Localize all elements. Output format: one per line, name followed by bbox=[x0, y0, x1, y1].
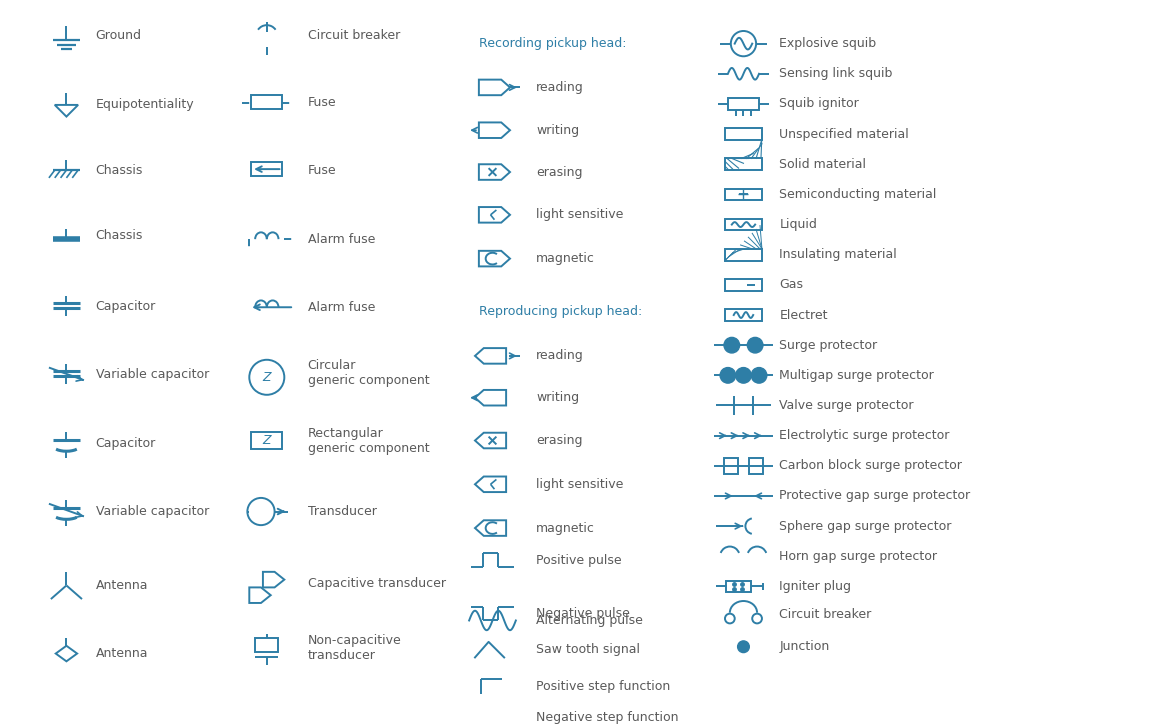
Text: Rectangular
generic component: Rectangular generic component bbox=[308, 428, 429, 455]
Text: Squib ignitor: Squib ignitor bbox=[779, 97, 859, 110]
Text: Alarm fuse: Alarm fuse bbox=[308, 233, 374, 246]
Text: erasing: erasing bbox=[536, 165, 583, 178]
Text: Saw tooth signal: Saw tooth signal bbox=[536, 643, 641, 656]
Text: Fuse: Fuse bbox=[308, 96, 336, 109]
Text: Non-capacitive
transducer: Non-capacitive transducer bbox=[308, 634, 401, 662]
Text: Multigap surge protector: Multigap surge protector bbox=[779, 369, 934, 382]
Text: reading: reading bbox=[536, 349, 584, 362]
Text: Chassis: Chassis bbox=[95, 164, 143, 177]
Text: writing: writing bbox=[536, 392, 579, 405]
Text: Circuit breaker: Circuit breaker bbox=[779, 608, 872, 621]
Text: Positive step function: Positive step function bbox=[536, 680, 671, 693]
Bar bbox=[725, 188, 762, 200]
Text: Circular
generic component: Circular generic component bbox=[308, 360, 429, 387]
Text: Capacitor: Capacitor bbox=[95, 437, 156, 450]
Text: Igniter plug: Igniter plug bbox=[779, 580, 851, 593]
Text: Equipotentiality: Equipotentiality bbox=[95, 99, 194, 112]
Circle shape bbox=[736, 368, 751, 383]
Text: Z: Z bbox=[263, 434, 271, 447]
Text: Recording pickup head:: Recording pickup head: bbox=[479, 37, 627, 50]
Text: Positive pulse: Positive pulse bbox=[536, 554, 622, 567]
Text: Antenna: Antenna bbox=[95, 647, 148, 660]
Bar bbox=[725, 249, 762, 260]
Text: Capacitor: Capacitor bbox=[95, 299, 156, 312]
Bar bbox=[251, 95, 283, 109]
Text: Alarm fuse: Alarm fuse bbox=[308, 301, 374, 314]
Bar bbox=[728, 98, 759, 109]
Text: Sensing link squib: Sensing link squib bbox=[779, 67, 893, 80]
Bar bbox=[725, 128, 762, 140]
Text: Liquid: Liquid bbox=[779, 218, 818, 231]
Bar bbox=[255, 638, 278, 652]
Bar bbox=[725, 159, 762, 170]
Text: Gas: Gas bbox=[779, 278, 804, 291]
Text: Insulating material: Insulating material bbox=[779, 248, 897, 261]
Text: Valve surge protector: Valve surge protector bbox=[779, 399, 914, 412]
Text: Carbon block surge protector: Carbon block surge protector bbox=[779, 460, 962, 472]
Bar bbox=[749, 458, 763, 473]
Text: Unspecified material: Unspecified material bbox=[779, 128, 909, 141]
Text: reading: reading bbox=[536, 81, 584, 94]
Text: Fuse: Fuse bbox=[308, 164, 336, 177]
Text: Chassis: Chassis bbox=[95, 229, 143, 241]
Circle shape bbox=[751, 368, 766, 383]
Text: Antenna: Antenna bbox=[95, 579, 148, 592]
Circle shape bbox=[720, 368, 736, 383]
Text: Electret: Electret bbox=[779, 309, 828, 321]
Text: Negative step function: Negative step function bbox=[536, 711, 679, 724]
Text: writing: writing bbox=[536, 124, 579, 137]
Text: Surge protector: Surge protector bbox=[779, 339, 878, 352]
Text: Z: Z bbox=[263, 370, 271, 384]
Circle shape bbox=[737, 641, 749, 652]
Bar bbox=[725, 458, 737, 473]
Text: erasing: erasing bbox=[536, 434, 583, 447]
Text: Horn gap surge protector: Horn gap surge protector bbox=[779, 550, 937, 563]
Text: Variable capacitor: Variable capacitor bbox=[95, 505, 209, 518]
Text: Negative pulse: Negative pulse bbox=[536, 607, 630, 620]
Bar bbox=[725, 219, 762, 231]
Text: magnetic: magnetic bbox=[536, 252, 595, 265]
Text: Sphere gap surge protector: Sphere gap surge protector bbox=[779, 520, 951, 533]
Text: Semiconducting material: Semiconducting material bbox=[779, 188, 937, 201]
Text: light sensitive: light sensitive bbox=[536, 478, 623, 491]
Bar bbox=[251, 162, 283, 176]
Text: Capacitive transducer: Capacitive transducer bbox=[308, 577, 445, 590]
Bar bbox=[725, 309, 762, 321]
Text: Transducer: Transducer bbox=[308, 505, 377, 518]
Circle shape bbox=[725, 337, 740, 353]
Text: Junction: Junction bbox=[779, 640, 829, 653]
Text: Explosive squib: Explosive squib bbox=[779, 37, 877, 50]
Text: Electrolytic surge protector: Electrolytic surge protector bbox=[779, 429, 950, 442]
Bar bbox=[726, 581, 751, 592]
Text: light sensitive: light sensitive bbox=[536, 208, 623, 221]
Text: Variable capacitor: Variable capacitor bbox=[95, 368, 209, 381]
Text: Reproducing pickup head:: Reproducing pickup head: bbox=[479, 304, 642, 318]
Circle shape bbox=[748, 337, 763, 353]
Text: Circuit breaker: Circuit breaker bbox=[308, 29, 400, 42]
Text: Solid material: Solid material bbox=[779, 158, 866, 171]
Bar bbox=[251, 432, 283, 450]
Text: magnetic: magnetic bbox=[536, 521, 595, 534]
Text: Alternating pulse: Alternating pulse bbox=[536, 614, 643, 627]
Bar bbox=[725, 279, 762, 291]
Text: Ground: Ground bbox=[95, 29, 142, 42]
Text: Protective gap surge protector: Protective gap surge protector bbox=[779, 489, 971, 502]
